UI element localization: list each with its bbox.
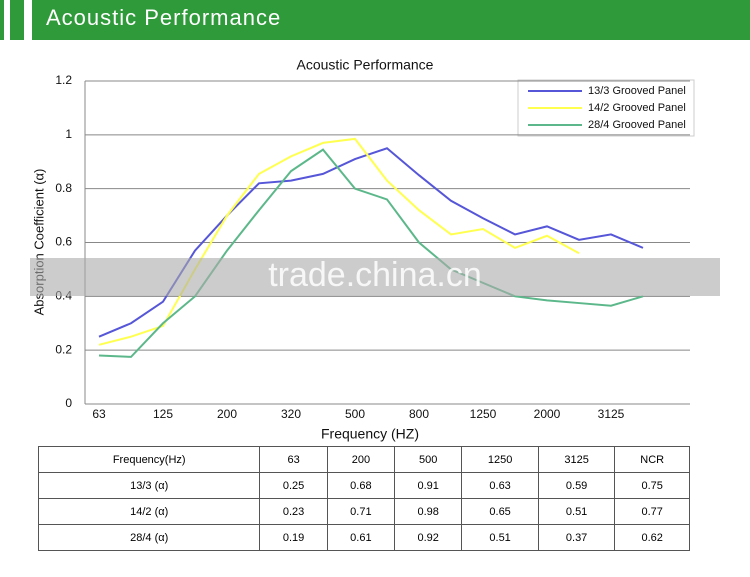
table-cell: 0.19 <box>259 524 328 551</box>
table-cell: 0.51 <box>461 524 539 551</box>
table-cell: 0.98 <box>394 498 463 525</box>
chart-title: Acoustic Performance <box>297 57 434 73</box>
table-cell: 0.61 <box>326 524 396 551</box>
y-tick-label: 0.8 <box>55 181 72 195</box>
table-cell: 500 <box>394 446 463 473</box>
table-cell: 0.77 <box>614 498 690 525</box>
stripe <box>24 0 32 40</box>
legend-label: 28/4 Grooved Panel <box>588 119 686 131</box>
table-cell: 0.23 <box>259 498 328 525</box>
table-cell: 0.75 <box>614 472 690 499</box>
table-cell: 3125 <box>537 446 616 473</box>
table-row: 14/2 (α) 0.23 0.71 0.98 0.65 0.51 0.77 <box>37 498 690 525</box>
table-cell: 28/4 (α) <box>37 524 261 551</box>
table-cell: 14/2 (α) <box>37 498 261 525</box>
x-tick-label: 2000 <box>534 407 561 421</box>
header-title: Acoustic Performance <box>46 5 282 30</box>
y-tick-label: 0 <box>65 396 72 410</box>
table-cell: 0.37 <box>537 524 616 551</box>
legend-label: 13/3 Grooved Panel <box>588 85 686 97</box>
table-cell: 63 <box>259 446 328 473</box>
table-cell: 13/3 (α) <box>37 472 261 499</box>
y-tick-label: 0.2 <box>55 342 72 356</box>
x-tick-label: 500 <box>345 407 365 421</box>
stripe <box>4 0 10 40</box>
x-tick-label: 200 <box>217 407 237 421</box>
x-tick-label: 800 <box>409 407 429 421</box>
table-cell: 0.59 <box>537 472 616 499</box>
header-bar: Acoustic Performance <box>0 0 750 40</box>
table-row: Frequency(Hz) 63 200 500 1250 3125 NCR <box>37 446 690 473</box>
y-tick-label: 1.2 <box>55 73 72 87</box>
table-cell: 0.51 <box>537 498 616 525</box>
y-tick-label: 0.6 <box>55 235 72 249</box>
table-cell: 1250 <box>461 446 539 473</box>
watermark: trade.china.cn <box>268 256 482 294</box>
table-row: 28/4 (α) 0.19 0.61 0.92 0.51 0.37 0.62 <box>37 524 690 551</box>
series-line <box>98 137 580 346</box>
x-tick-label: 63 <box>92 407 106 421</box>
x-axis-label: Frequency (HZ) <box>321 426 419 442</box>
x-tick-label: 3125 <box>598 407 625 421</box>
table-cell: NCR <box>614 446 690 473</box>
table-cell: 0.92 <box>394 524 463 551</box>
x-tick-label: 1250 <box>470 407 497 421</box>
table-cell: 0.68 <box>326 472 396 499</box>
table-cell: 0.62 <box>614 524 690 551</box>
x-tick-label: 320 <box>281 407 301 421</box>
table-cell: 0.91 <box>394 472 463 499</box>
y-tick-label: 1 <box>65 127 72 141</box>
table-cell: 200 <box>326 446 396 473</box>
table-cell: 0.65 <box>461 498 539 525</box>
series-line <box>98 148 644 358</box>
table-cell: 0.63 <box>461 472 539 499</box>
table-row: 13/3 (α) 0.25 0.68 0.91 0.63 0.59 0.75 <box>37 472 690 499</box>
table-cell: 0.25 <box>259 472 328 499</box>
data-table: Frequency(Hz) 63 200 500 1250 3125 NCR 13/3 (α)… <box>37 446 690 551</box>
x-tick-label: 125 <box>153 407 173 421</box>
watermark-band <box>30 258 720 296</box>
legend-label: 14/2 Grooved Panel <box>588 102 686 114</box>
table-cell: Frequency(Hz) <box>37 446 261 473</box>
table-cell: 0.71 <box>326 498 396 525</box>
